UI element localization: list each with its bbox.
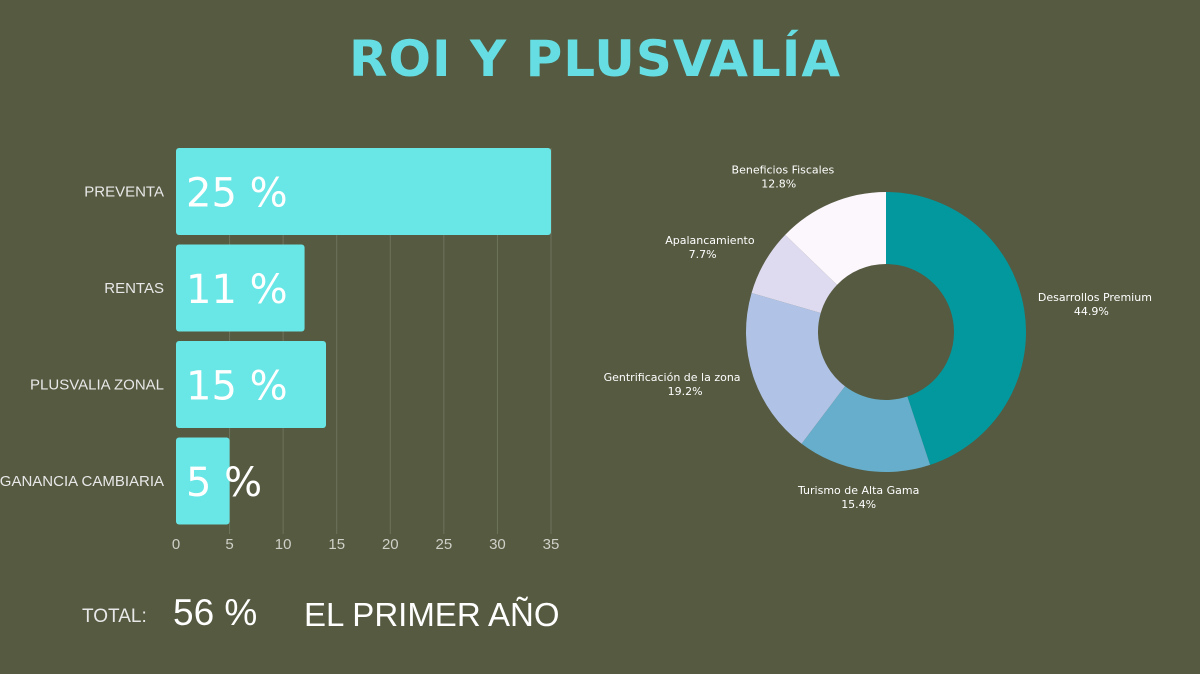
first-year-text: EL PRIMER AÑO — [304, 596, 560, 633]
slice-percent: 19.2% — [668, 385, 703, 398]
slice-label: Gentrificación de la zona — [604, 371, 741, 384]
donut-slice — [746, 292, 846, 444]
bar-category-label: PLUSVALIA ZONAL — [30, 377, 164, 394]
total-label: TOTAL: — [82, 606, 147, 627]
x-tick-label: 10 — [275, 536, 292, 553]
total-value: 56 % — [173, 592, 258, 633]
donut-slice — [751, 234, 838, 314]
x-tick-label: 15 — [328, 536, 345, 553]
x-tick-label: 35 — [543, 536, 560, 553]
donut-slice — [801, 386, 931, 472]
bar-value-label: 25 % — [186, 171, 288, 217]
donut-slice — [785, 192, 886, 285]
x-tick-label: 30 — [489, 536, 506, 553]
bar-chart: PREVENTA 25 % RENTAS 11 % PLUSVALIA ZONAL 15 … — [0, 148, 560, 553]
page-title: ROI Y PLUSVALÍA — [348, 30, 842, 88]
bar — [176, 244, 305, 332]
bar-value-label: 5 % — [186, 460, 262, 506]
donut-slice — [886, 192, 1026, 465]
bar-value-label: 11 % — [186, 267, 288, 313]
slice-label: Apalancamiento — [665, 234, 755, 247]
bar — [176, 341, 326, 428]
slice-percent: 15.4% — [841, 498, 876, 510]
bar-category-label: GANANCIA CAMBIARIA — [0, 473, 164, 490]
x-tick-label: 5 — [225, 536, 233, 553]
bar-value-label: 15 % — [186, 364, 288, 410]
slice-percent: 12.8% — [761, 177, 796, 190]
bar-category-label: PREVENTA — [84, 184, 164, 201]
bar — [176, 148, 551, 235]
bar-category-label: RENTAS — [104, 280, 164, 297]
slice-label: Beneficios Fiscales — [732, 163, 835, 176]
slice-label: Turismo de Alta Gama — [797, 484, 919, 497]
slice-percent: 7.7% — [689, 248, 717, 261]
bar — [176, 437, 230, 525]
x-tick-label: 20 — [382, 536, 399, 553]
x-tick-label: 25 — [436, 536, 453, 553]
x-tick-label: 0 — [172, 536, 180, 553]
slice-label: Desarrollos Premium — [1038, 291, 1152, 304]
slice-percent: 44.9% — [1074, 305, 1109, 318]
